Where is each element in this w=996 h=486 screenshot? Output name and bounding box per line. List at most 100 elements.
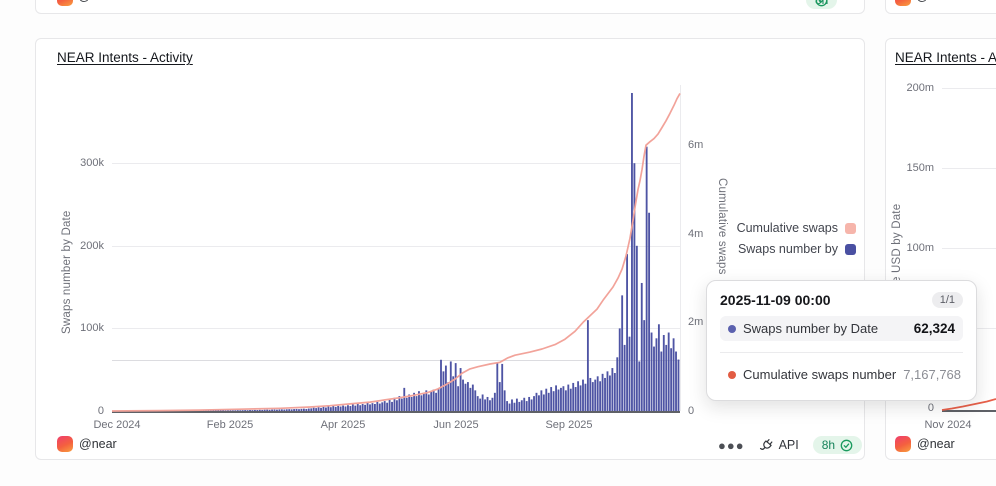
bar[interactable] xyxy=(344,406,347,411)
bar[interactable] xyxy=(491,397,494,411)
bar[interactable] xyxy=(493,392,496,411)
bar[interactable] xyxy=(643,320,646,411)
bar[interactable] xyxy=(657,324,660,411)
bar[interactable] xyxy=(452,376,455,411)
bar[interactable] xyxy=(596,376,599,411)
bar[interactable] xyxy=(442,371,445,411)
bar[interactable] xyxy=(606,371,609,411)
bar[interactable] xyxy=(229,410,232,411)
bar[interactable] xyxy=(444,365,447,411)
bar[interactable] xyxy=(373,403,376,411)
bar[interactable] xyxy=(307,408,310,411)
bar[interactable] xyxy=(276,409,278,411)
bar[interactable] xyxy=(217,410,220,412)
bar[interactable] xyxy=(447,382,450,411)
bar[interactable] xyxy=(351,404,354,411)
bar[interactable] xyxy=(359,405,362,411)
bar[interactable] xyxy=(266,409,269,411)
bar[interactable] xyxy=(302,408,305,411)
bar[interactable] xyxy=(440,359,442,411)
bar[interactable] xyxy=(547,392,550,411)
bar[interactable] xyxy=(628,336,631,411)
bar[interactable] xyxy=(609,375,611,411)
bar[interactable] xyxy=(589,377,592,411)
bar[interactable] xyxy=(231,410,234,411)
bar[interactable] xyxy=(334,406,337,411)
bar[interactable] xyxy=(479,398,482,411)
bar[interactable] xyxy=(454,363,457,411)
bar[interactable] xyxy=(569,388,572,411)
bar[interactable] xyxy=(459,368,462,411)
bar[interactable] xyxy=(582,379,584,411)
bar[interactable] xyxy=(623,344,626,411)
bar[interactable] xyxy=(254,409,256,411)
bar[interactable] xyxy=(513,402,516,411)
bar[interactable] xyxy=(533,396,535,411)
bar[interactable] xyxy=(263,409,266,411)
bar[interactable] xyxy=(523,397,526,411)
author-handle[interactable]: @near xyxy=(78,0,116,3)
bar[interactable] xyxy=(449,361,452,411)
bar[interactable] xyxy=(560,387,562,411)
api-button[interactable]: API xyxy=(759,438,799,453)
bar[interactable] xyxy=(354,405,357,411)
bar[interactable] xyxy=(665,344,668,411)
bar[interactable] xyxy=(332,406,335,411)
bar[interactable] xyxy=(388,399,391,411)
more-options-button[interactable]: ●●● xyxy=(718,437,745,453)
chart-title-link[interactable]: NEAR Intents - A xyxy=(895,50,996,65)
bar[interactable] xyxy=(236,410,239,411)
bar[interactable] xyxy=(432,389,435,411)
bar[interactable] xyxy=(613,373,616,411)
bar[interactable] xyxy=(300,408,303,411)
bar[interactable] xyxy=(241,410,244,411)
bar[interactable] xyxy=(212,410,215,412)
bar[interactable] xyxy=(653,346,655,411)
bar[interactable] xyxy=(471,384,474,411)
bar[interactable] xyxy=(415,396,418,411)
bar[interactable] xyxy=(550,387,553,411)
bar[interactable] xyxy=(244,410,247,411)
bar[interactable] xyxy=(369,404,371,411)
bar[interactable] xyxy=(337,405,340,411)
bar[interactable] xyxy=(562,386,565,411)
bar[interactable] xyxy=(462,379,464,411)
bar[interactable] xyxy=(288,409,291,411)
bar[interactable] xyxy=(327,406,330,411)
bar[interactable] xyxy=(577,381,580,411)
bar[interactable] xyxy=(650,332,653,411)
bar[interactable] xyxy=(239,410,242,411)
bar[interactable] xyxy=(410,396,413,411)
bar[interactable] xyxy=(310,408,313,411)
bar[interactable] xyxy=(655,338,658,411)
bar[interactable] xyxy=(430,392,433,411)
bar[interactable] xyxy=(322,406,325,411)
bar[interactable] xyxy=(530,399,533,411)
bar[interactable] xyxy=(435,392,438,411)
bar[interactable] xyxy=(256,410,259,411)
bar[interactable] xyxy=(557,389,560,411)
author-handle[interactable]: @near xyxy=(916,0,954,3)
bar[interactable] xyxy=(356,403,359,411)
bar[interactable] xyxy=(584,383,587,411)
bar[interactable] xyxy=(298,409,300,411)
bar[interactable] xyxy=(552,391,555,411)
bar[interactable] xyxy=(579,385,582,411)
bar[interactable] xyxy=(594,379,597,411)
bar[interactable] xyxy=(295,408,298,411)
bar[interactable] xyxy=(219,410,222,411)
card-author[interactable]: @near xyxy=(895,436,955,452)
bar[interactable] xyxy=(616,357,619,411)
bar[interactable] xyxy=(258,409,261,411)
bar[interactable] xyxy=(515,398,518,411)
bar[interactable] xyxy=(222,410,225,411)
bar[interactable] xyxy=(329,407,332,411)
bar[interactable] xyxy=(224,410,227,411)
bar[interactable] xyxy=(508,403,511,411)
bar[interactable] xyxy=(293,409,296,411)
bar[interactable] xyxy=(503,390,506,411)
bar[interactable] xyxy=(574,387,577,411)
bar[interactable] xyxy=(422,393,425,411)
bar[interactable] xyxy=(572,382,575,411)
bar[interactable] xyxy=(361,403,364,411)
